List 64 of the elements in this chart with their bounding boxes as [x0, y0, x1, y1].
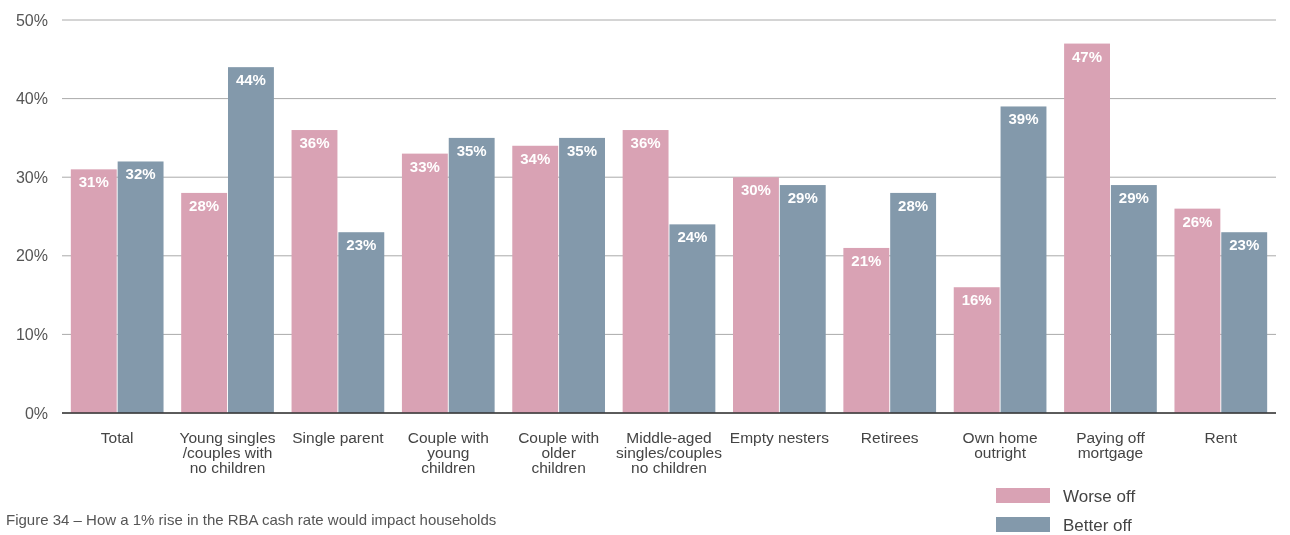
bar	[559, 137, 605, 413]
x-tick-label: Empty nesters	[729, 429, 830, 446]
data-label: 28%	[898, 196, 929, 214]
x-tick-label: Paying off mortgage	[1076, 429, 1146, 461]
bar	[1110, 185, 1157, 413]
y-tick-label: 20%	[15, 247, 48, 265]
y-tick-label: 40%	[15, 90, 48, 108]
data-label: 23%	[346, 236, 377, 254]
bar	[1064, 43, 1110, 413]
data-label: 24%	[677, 228, 708, 246]
x-tick-label: Retirees	[860, 429, 919, 446]
bar	[1000, 106, 1047, 413]
bar	[70, 169, 117, 413]
x-tick-label: Single parent	[292, 429, 385, 446]
data-label: 36%	[299, 134, 330, 152]
data-label: 47%	[1072, 47, 1103, 65]
x-tick-label: Rent	[1204, 429, 1238, 446]
bar	[779, 185, 826, 413]
y-tick-label: 30%	[15, 168, 48, 186]
data-label: 30%	[740, 181, 771, 199]
bar	[953, 287, 1000, 413]
data-label: 21%	[851, 251, 882, 269]
bar	[843, 247, 890, 413]
x-tick-label: Own home outright	[962, 429, 1038, 461]
bar	[117, 161, 164, 413]
bar	[1174, 208, 1221, 413]
bar	[669, 224, 716, 413]
bar	[622, 130, 669, 413]
data-label: 39%	[1008, 110, 1039, 128]
y-tick-label: 0%	[24, 404, 48, 422]
x-tick-label: Young singles /couples with no children	[179, 429, 276, 476]
bar	[291, 130, 338, 413]
legend-label: Better off	[1063, 515, 1132, 535]
data-label: 44%	[235, 71, 266, 89]
x-tick-label: Couple with older children	[518, 429, 600, 476]
bar	[228, 67, 274, 413]
bar	[338, 232, 385, 413]
data-label: 34%	[520, 149, 551, 167]
data-label: 23%	[1229, 236, 1260, 254]
bar	[512, 145, 559, 413]
data-label: 32%	[125, 165, 156, 183]
data-label: 35%	[456, 141, 487, 159]
data-label: 33%	[409, 157, 440, 175]
data-label: 26%	[1182, 212, 1213, 230]
legend-label: Worse off	[1063, 486, 1136, 506]
bar	[181, 192, 228, 413]
data-label: 16%	[961, 291, 992, 309]
x-tick-label: Couple with young children	[407, 429, 489, 476]
data-label: 31%	[78, 173, 109, 191]
bar	[733, 177, 779, 413]
bar	[448, 137, 495, 413]
data-label: 36%	[630, 134, 661, 152]
data-label: 29%	[1118, 189, 1149, 207]
bar	[890, 192, 937, 413]
y-tick-label: 50%	[15, 11, 48, 29]
data-label: 35%	[567, 141, 598, 159]
bar	[401, 153, 448, 413]
bar	[1221, 232, 1268, 413]
caption: Figure 34 – How a 1% rise in the RBA cash rate would impact households	[6, 511, 497, 528]
x-tick-label: Total	[100, 429, 134, 446]
data-label: 28%	[189, 196, 220, 214]
data-label: 29%	[787, 189, 818, 207]
y-tick-label: 10%	[15, 326, 48, 343]
x-tick-label: Middle-aged singles/couples no children	[616, 429, 723, 476]
